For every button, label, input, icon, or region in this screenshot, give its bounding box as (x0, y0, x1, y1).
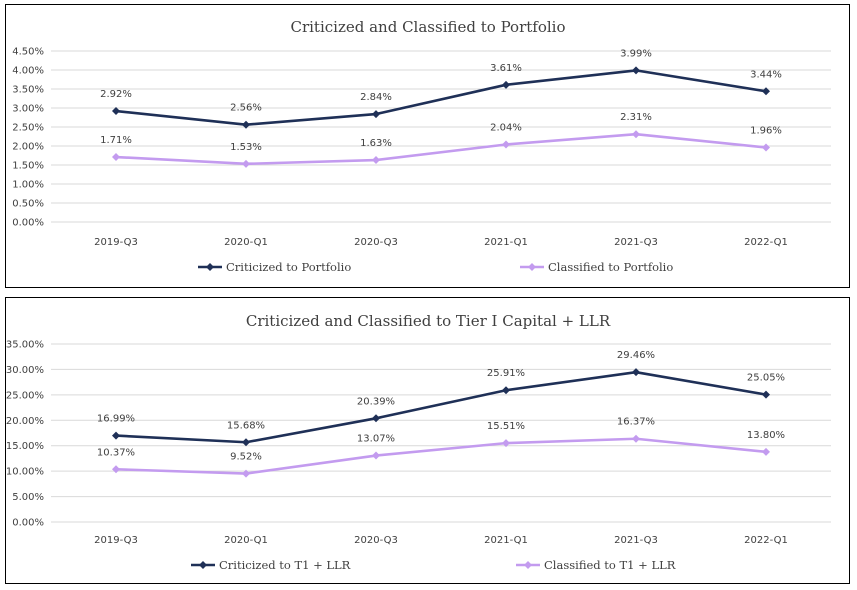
x-tick-label: 2021-Q1 (484, 535, 528, 546)
y-tick-label: 10.00% (6, 467, 44, 478)
y-tick-label: 35.00% (6, 340, 44, 351)
data-label: 3.61% (490, 63, 522, 74)
data-point (112, 465, 120, 474)
series-line (115, 437, 767, 475)
x-tick-label: 2020-Q3 (354, 535, 398, 546)
data-label: 20.39% (357, 396, 395, 407)
x-tick-label: 2019-Q3 (94, 237, 138, 248)
data-point (632, 66, 640, 75)
x-tick-label: 2021-Q3 (614, 535, 658, 546)
y-tick-label: 3.50% (12, 85, 44, 96)
data-label: 25.05% (747, 373, 785, 384)
x-tick-label: 2020-Q1 (224, 535, 268, 546)
y-tick-label: 1.00% (12, 180, 44, 191)
data-label: 1.63% (360, 138, 392, 149)
data-point (372, 110, 380, 119)
data-label: 2.31% (620, 112, 652, 123)
series-line (115, 69, 767, 127)
x-tick-label: 2020-Q1 (224, 237, 268, 248)
x-tick-label: 2019-Q3 (94, 535, 138, 546)
y-tick-label: 15.00% (6, 441, 44, 452)
data-point (112, 107, 120, 116)
y-tick-label: 0.50% (12, 199, 44, 210)
data-point (502, 386, 510, 395)
series-line (115, 132, 767, 166)
data-label: 2.84% (360, 92, 392, 103)
legend-marker (524, 561, 532, 569)
data-point (242, 120, 250, 129)
data-point (762, 87, 770, 96)
data-point (632, 368, 640, 377)
y-tick-label: 1.50% (12, 161, 44, 172)
portfolio-chart: Criticized and Classified to Portfolio 0… (12, 18, 831, 274)
data-point (112, 153, 120, 162)
x-tick-label: 2020-Q3 (354, 237, 398, 248)
portfolio-chart-panel: Criticized and Classified to Portfolio 0… (5, 4, 850, 288)
data-point (632, 434, 640, 443)
tier1-chart-panel: Criticized and Classified to Tier I Capi… (5, 297, 850, 584)
legend-label: Criticized to T1 + LLR (219, 558, 351, 572)
y-tick-label: 0.00% (12, 218, 44, 229)
legend-marker (206, 263, 214, 271)
y-tick-label: 30.00% (6, 365, 44, 376)
y-tick-label: 3.00% (12, 104, 44, 115)
data-label: 13.07% (357, 434, 395, 445)
y-tick-label: 4.00% (12, 66, 44, 77)
x-tick-label: 2021-Q1 (484, 237, 528, 248)
y-tick-label: 25.00% (6, 390, 44, 401)
data-point (372, 156, 380, 165)
data-point (502, 140, 510, 149)
data-label: 13.80% (747, 430, 785, 441)
x-tick-label: 2022-Q1 (744, 535, 788, 546)
data-label: 16.37% (617, 417, 655, 428)
data-point (502, 439, 510, 448)
data-label: 3.99% (620, 48, 652, 59)
x-tick-label: 2021-Q3 (614, 237, 658, 248)
data-label: 2.56% (230, 103, 262, 114)
chart-title: Criticized and Classified to Tier I Capi… (246, 312, 611, 330)
y-tick-label: 20.00% (6, 416, 44, 427)
legend-marker (528, 263, 536, 271)
data-label: 10.37% (97, 447, 135, 458)
data-point (762, 143, 770, 152)
data-point (762, 390, 770, 399)
data-label: 2.92% (100, 89, 132, 100)
data-point (242, 469, 250, 478)
data-label: 1.96% (750, 126, 782, 137)
data-point (242, 159, 250, 168)
data-label: 25.91% (487, 368, 525, 379)
data-label: 15.68% (227, 420, 265, 431)
data-point (762, 447, 770, 456)
data-label: 2.04% (490, 122, 522, 133)
series-line (115, 370, 767, 444)
y-tick-label: 2.00% (12, 142, 44, 153)
data-label: 3.44% (750, 69, 782, 80)
data-label: 29.46% (617, 350, 655, 361)
data-point (372, 451, 380, 460)
y-tick-label: 4.50% (12, 47, 44, 58)
legend-label: Classified to Portfolio (548, 260, 673, 274)
data-point (372, 414, 380, 423)
x-tick-label: 2022-Q1 (744, 237, 788, 248)
data-label: 1.71% (100, 135, 132, 146)
legend-label: Criticized to Portfolio (226, 260, 351, 274)
data-point (112, 431, 120, 440)
chart-title: Criticized and Classified to Portfolio (290, 18, 565, 36)
y-tick-label: 0.00% (12, 518, 44, 529)
data-point (242, 438, 250, 447)
data-label: 15.51% (487, 421, 525, 432)
data-label: 1.53% (230, 142, 262, 153)
data-label: 9.52% (230, 452, 262, 463)
legend-label: Classified to T1 + LLR (544, 558, 676, 572)
tier1-chart: Criticized and Classified to Tier I Capi… (6, 312, 831, 572)
data-label: 16.99% (97, 414, 135, 425)
y-tick-label: 2.50% (12, 123, 44, 134)
data-point (502, 80, 510, 89)
y-tick-label: 5.00% (12, 492, 44, 503)
legend-marker (199, 561, 207, 569)
data-point (632, 130, 640, 139)
